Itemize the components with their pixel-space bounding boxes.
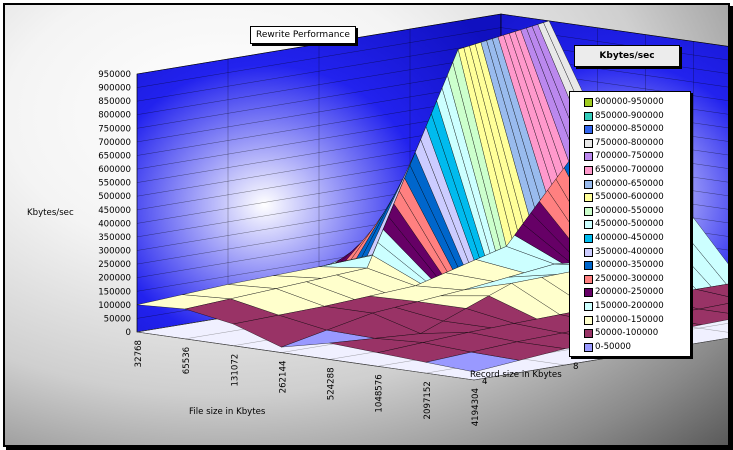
y-tick-label: 350000 <box>98 233 131 243</box>
y-tick-label: 850000 <box>98 97 131 107</box>
legend-swatch <box>584 261 593 271</box>
x-tick-label: 65536 <box>182 347 192 374</box>
legend-label: 200000-250000 <box>595 287 664 298</box>
grid-line <box>136 331 475 381</box>
y-tick-label: 900000 <box>98 84 131 94</box>
legend-label: 750000-800000 <box>595 137 664 148</box>
legend-swatch <box>584 329 593 339</box>
surface-cell <box>696 283 728 297</box>
legend-swatch <box>584 274 593 284</box>
legend-label: 600000-650000 <box>595 178 664 189</box>
y-axis-title: Kbytes/sec <box>27 208 74 218</box>
legend-label: 450000-500000 <box>595 219 664 230</box>
x-tick-label: 4194304 <box>471 388 481 426</box>
legend-label: 300000-350000 <box>595 260 664 271</box>
legend-swatch <box>584 98 593 107</box>
y-tick-label: 400000 <box>98 219 131 229</box>
y-tick-label: 500000 <box>98 192 131 202</box>
legend-label: 350000-400000 <box>595 246 664 257</box>
legend-swatch <box>584 125 593 135</box>
legend-swatch <box>584 179 593 189</box>
surface-cell <box>471 341 566 361</box>
z-axis-title: Record size in Kbytes <box>470 370 562 380</box>
legend-label: 850000-900000 <box>595 110 664 121</box>
legend-label: 250000-300000 <box>595 273 664 284</box>
legend-label: 550000-600000 <box>595 192 664 203</box>
surface-cell <box>698 303 728 314</box>
x-tick-label: 1048576 <box>375 374 385 412</box>
y-tick-label: 200000 <box>98 274 131 284</box>
legend-label: 50000-100000 <box>595 328 659 339</box>
x-tick-label: 2097152 <box>423 381 433 419</box>
legend-label: 700000-750000 <box>595 151 664 162</box>
y-tick-label: 700000 <box>98 138 131 148</box>
y-tick-label: 250000 <box>98 260 131 270</box>
legend-label: 400000-450000 <box>595 233 664 243</box>
x-tick-label: 32768 <box>134 340 144 367</box>
legend-swatch <box>584 206 593 216</box>
y-tick-label: 550000 <box>98 179 131 189</box>
legend-swatch <box>584 111 593 121</box>
y-tick-label: 300000 <box>98 247 131 257</box>
x-tick-label: 524288 <box>327 367 337 400</box>
legend-swatch <box>584 234 593 243</box>
chart-frame: 0 50000 100000 150000 200000 250000 300000 3500… <box>3 3 730 447</box>
legend-swatch <box>584 193 593 203</box>
legend-swatch <box>584 220 593 230</box>
y-tick-label: 450000 <box>98 206 131 216</box>
legend-label: 800000-850000 <box>595 124 664 135</box>
legend-label: 100000-150000 <box>595 314 664 325</box>
y-tick-label: 50000 <box>104 314 131 324</box>
y-tick-label: 150000 <box>98 287 131 297</box>
legend-swatch <box>584 138 593 148</box>
legend-swatch <box>584 166 593 175</box>
y-tick-label: 100000 <box>98 301 131 311</box>
y-tick-label: 650000 <box>98 151 131 161</box>
y-tick-label: 0 <box>126 328 131 338</box>
x-tick-label: 262144 <box>278 361 288 394</box>
legend-swatch <box>584 247 593 257</box>
y-tick-label: 750000 <box>98 124 131 134</box>
y-tick-label: 950000 <box>98 70 131 80</box>
legend-swatch <box>584 152 593 162</box>
chart-title: Rewrite Performance <box>250 26 356 44</box>
legend: 900000-950000 850000-900000 800000-850000 7… <box>569 91 691 357</box>
legend-swatch <box>584 342 593 352</box>
legend-label: 150000-200000 <box>595 301 664 311</box>
legend-title: Kbytes/sec <box>574 45 680 67</box>
legend-label: 900000-950000 <box>595 97 664 107</box>
y-tick-label: 600000 <box>98 165 131 175</box>
legend-label: 0-50000 <box>595 341 631 352</box>
legend-swatch <box>584 288 593 298</box>
legend-swatch <box>584 302 593 311</box>
x-tick-label: 131072 <box>230 354 240 387</box>
legend-swatch <box>584 315 593 325</box>
y-tick-label: 800000 <box>98 111 131 121</box>
x-axis-title: File size in Kbytes <box>189 407 266 417</box>
legend-label: 500000-550000 <box>595 205 664 216</box>
z-tick-label: 4 <box>482 377 487 387</box>
legend-label: 650000-700000 <box>595 165 664 175</box>
z-tick-label: 8 <box>573 362 578 372</box>
